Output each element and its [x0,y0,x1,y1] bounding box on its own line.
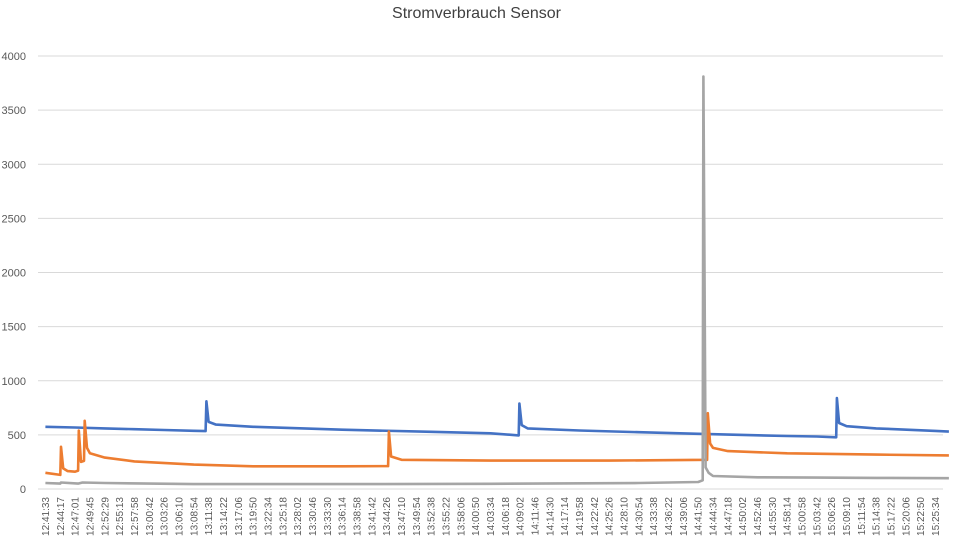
x-tick-label: 15:06:26 [827,497,838,536]
x-tick-label: 14:09:02 [516,497,527,536]
x-tick-label: 13:36:14 [338,497,349,536]
x-tick-label: 14:39:06 [679,497,690,536]
x-tick-label: 14:17:14 [560,497,571,536]
x-tick-label: 13:44:26 [382,497,393,536]
gridlines [38,55,943,490]
x-tick-label: 14:47:18 [723,497,734,536]
y-axis: 0 500 1000 1500 2000 2500 3000 3500 4000 [2,51,26,496]
x-tick-label: 13:47:10 [397,497,408,536]
x-tick-label: 13:08:54 [189,497,200,536]
y-tick-label: 2500 [2,213,26,225]
x-tick-label: 13:14:22 [219,497,230,536]
series-line-3 [45,75,949,486]
y-tick-label: 4000 [2,51,26,63]
x-tick-label: 14:30:54 [634,497,645,536]
x-tick-label: 14:52:46 [753,497,764,536]
x-tick-label: 14:19:58 [575,497,586,536]
x-tick-label: 13:03:26 [160,497,171,536]
x-tick-label: 13:41:42 [367,497,378,536]
x-tick-label: 14:33:38 [649,497,660,536]
x-tick-label: 14:22:42 [590,497,601,536]
y-tick-label: 3000 [2,159,26,171]
x-tick-label: 14:14:30 [545,497,556,536]
x-tick-label: 13:38:58 [352,497,363,536]
x-tick-label: 14:06:18 [501,497,512,536]
x-tick-label: 14:41:50 [694,497,705,536]
series-lines [45,75,949,486]
x-tick-label: 15:20:06 [901,497,912,536]
x-tick-label: 13:22:34 [263,497,274,536]
x-tick-label: 13:17:06 [234,497,245,536]
x-tick-label: 13:19:50 [249,497,260,536]
x-tick-label: 12:47:01 [71,497,82,536]
x-tick-label: 12:57:58 [130,497,141,536]
x-tick-label: 13:00:42 [145,497,156,536]
x-axis: 12:41:33 12:44:17 12:47:01 12:49:45 12:52:29… [41,497,942,536]
x-tick-label: 14:00:50 [471,497,482,536]
x-tick-label: 15:09:10 [842,497,853,536]
x-tick-label: 12:49:45 [85,497,96,536]
x-tick-label: 13:55:22 [441,497,452,536]
x-tick-label: 12:44:17 [56,497,67,536]
x-tick-label: 15:25:34 [931,497,942,536]
x-tick-label: 15:22:50 [916,497,927,536]
y-tick-label: 0 [20,484,26,496]
x-tick-label: 13:58:06 [456,497,467,536]
series-line-2 [45,411,949,477]
x-tick-label: 13:28:02 [293,497,304,536]
y-tick-label: 500 [8,430,26,442]
series-line-1 [45,396,949,439]
x-tick-label: 13:06:10 [174,497,185,536]
x-tick-label: 14:58:14 [783,497,794,536]
y-tick-label: 1000 [2,376,26,388]
x-tick-label: 12:41:33 [41,497,52,536]
x-tick-label: 13:11:38 [204,497,215,536]
y-tick-label: 3500 [2,105,26,117]
x-tick-label: 14:25:26 [605,497,616,536]
x-tick-label: 15:03:42 [812,497,823,536]
x-tick-label: 13:33:30 [323,497,334,536]
y-tick-label: 2000 [2,268,26,280]
x-tick-label: 13:52:38 [427,497,438,536]
x-tick-label: 12:52:29 [100,497,111,536]
x-tick-label: 13:25:18 [278,497,289,536]
x-tick-label: 14:44:34 [709,497,720,536]
x-tick-label: 14:36:22 [664,497,675,536]
x-tick-label: 13:49:54 [412,497,423,536]
x-tick-label: 14:11:46 [531,497,542,536]
x-tick-label: 14:50:02 [738,497,749,536]
x-tick-label: 15:00:58 [798,497,809,536]
x-tick-label: 15:17:22 [887,497,898,536]
x-tick-label: 14:28:10 [620,497,631,536]
x-tick-label: 12:55:13 [115,497,126,536]
x-tick-label: 15:14:38 [872,497,883,536]
x-tick-label: 15:11:54 [857,497,868,536]
x-tick-label: 14:55:30 [768,497,779,536]
chart-title: Stromverbrauch Sensor [392,5,561,22]
y-tick-label: 1500 [2,322,26,334]
x-tick-label: 14:03:34 [486,497,497,536]
x-tick-label: 13:30:46 [308,497,319,536]
